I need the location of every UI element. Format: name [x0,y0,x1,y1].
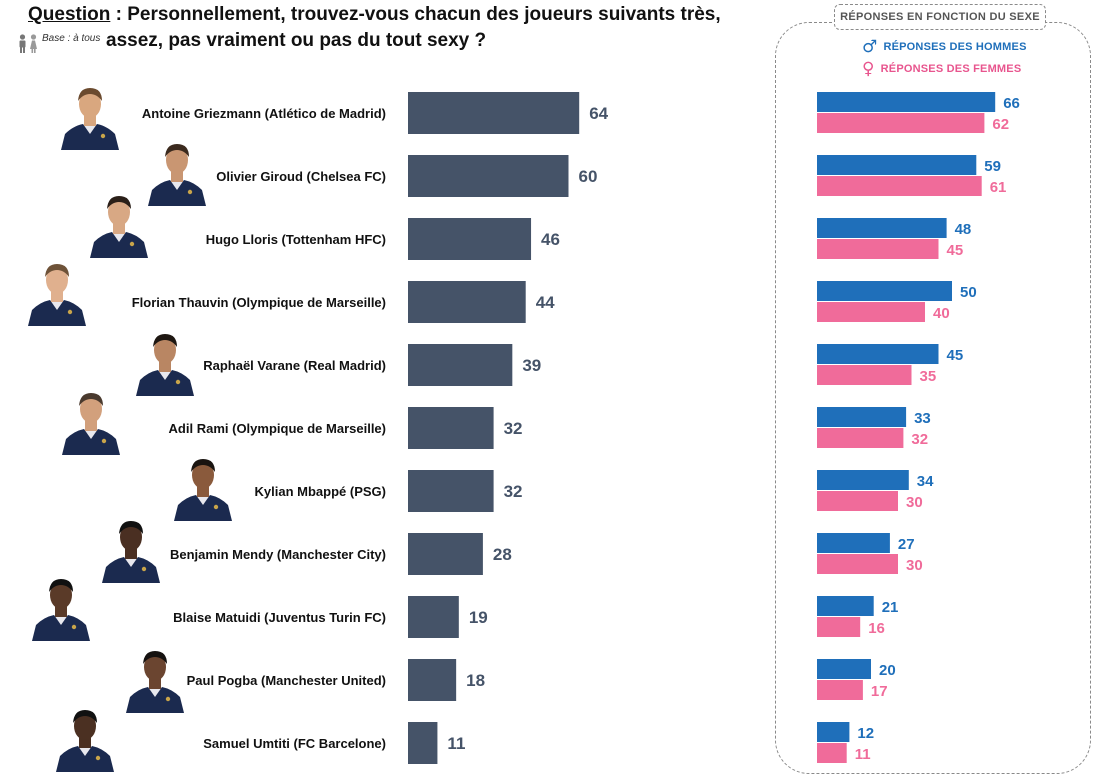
total-value-label: 39 [522,356,541,375]
player-photo [59,82,121,150]
category-label: Kylian Mbappé (PSG) [255,484,386,499]
total-bar [408,533,483,575]
total-bar [408,92,580,134]
category-label: Raphaël Varane (Real Madrid) [203,358,386,373]
legend-women-label: RÉPONSES DES FEMMES [880,63,1022,75]
player-photo [124,645,186,713]
category-label: Olivier Giroud (Chelsea FC) [216,169,386,184]
category-label: Florian Thauvin (Olympique de Marseille) [132,295,386,310]
total-value-label: 46 [541,230,560,249]
question-label: Question [28,4,111,25]
legend-women: ♀ RÉPONSES DES FEMMES [862,59,1022,79]
people-icon [18,34,38,54]
total-bar [408,470,494,512]
female-symbol-icon: ♀ [862,59,875,79]
total-bar [408,722,438,764]
player-photo [134,328,196,396]
player-photo [100,515,162,583]
category-label: Paul Pogba (Manchester United) [187,673,386,688]
male-symbol-icon: ♂ [862,37,878,57]
total-value-label: 32 [504,482,523,501]
player-photo [54,704,116,772]
total-bar [408,596,459,638]
base-text: Base : à tous [42,32,101,44]
category-label: Hugo Lloris (Tottenham HFC) [206,232,386,247]
total-value-label: 28 [493,545,512,564]
question-header: Question : Personnellement, trouvez-vous… [28,2,748,54]
player-photo [146,138,208,206]
question-text-1: : Personnellement, trouvez-vous chacun d… [110,4,721,25]
total-bar [408,218,532,260]
legend-men-label: RÉPONSES DES HOMMES [883,41,1027,53]
total-bar [408,281,526,323]
total-value-label: 32 [504,419,523,438]
category-label: Adil Rami (Olympique de Marseille) [169,421,386,436]
question-line-2: assez, pas vraiment ou pas du tout sexy … [106,30,487,51]
total-value-label: 19 [469,608,488,627]
total-value-label: 64 [589,104,608,123]
gender-panel-title: RÉPONSES EN FONCTION DU SEXE [834,4,1046,30]
player-photo [30,573,92,641]
base-note: Base : à tous [18,32,101,54]
player-photo [172,453,234,521]
question-line-1: Question : Personnellement, trouvez-vous… [28,2,748,28]
total-value-label: 11 [447,734,465,753]
category-label: Antoine Griezmann (Atlético de Madrid) [142,106,386,121]
legend-men: ♂ RÉPONSES DES HOMMES [862,37,1027,57]
player-photo [60,387,122,455]
total-bar [408,344,513,386]
total-bar [408,407,494,449]
total-bar [408,155,569,197]
category-label: Blaise Matuidi (Juventus Turin FC) [173,610,386,625]
player-photo [26,258,88,326]
total-value-label: 60 [579,167,598,186]
total-value-label: 18 [466,671,485,690]
total-value-label: 44 [536,293,555,312]
total-bar [408,659,457,701]
category-label: Samuel Umtiti (FC Barcelone) [203,736,386,751]
category-label: Benjamin Mendy (Manchester City) [170,547,386,562]
player-photo [88,190,150,258]
